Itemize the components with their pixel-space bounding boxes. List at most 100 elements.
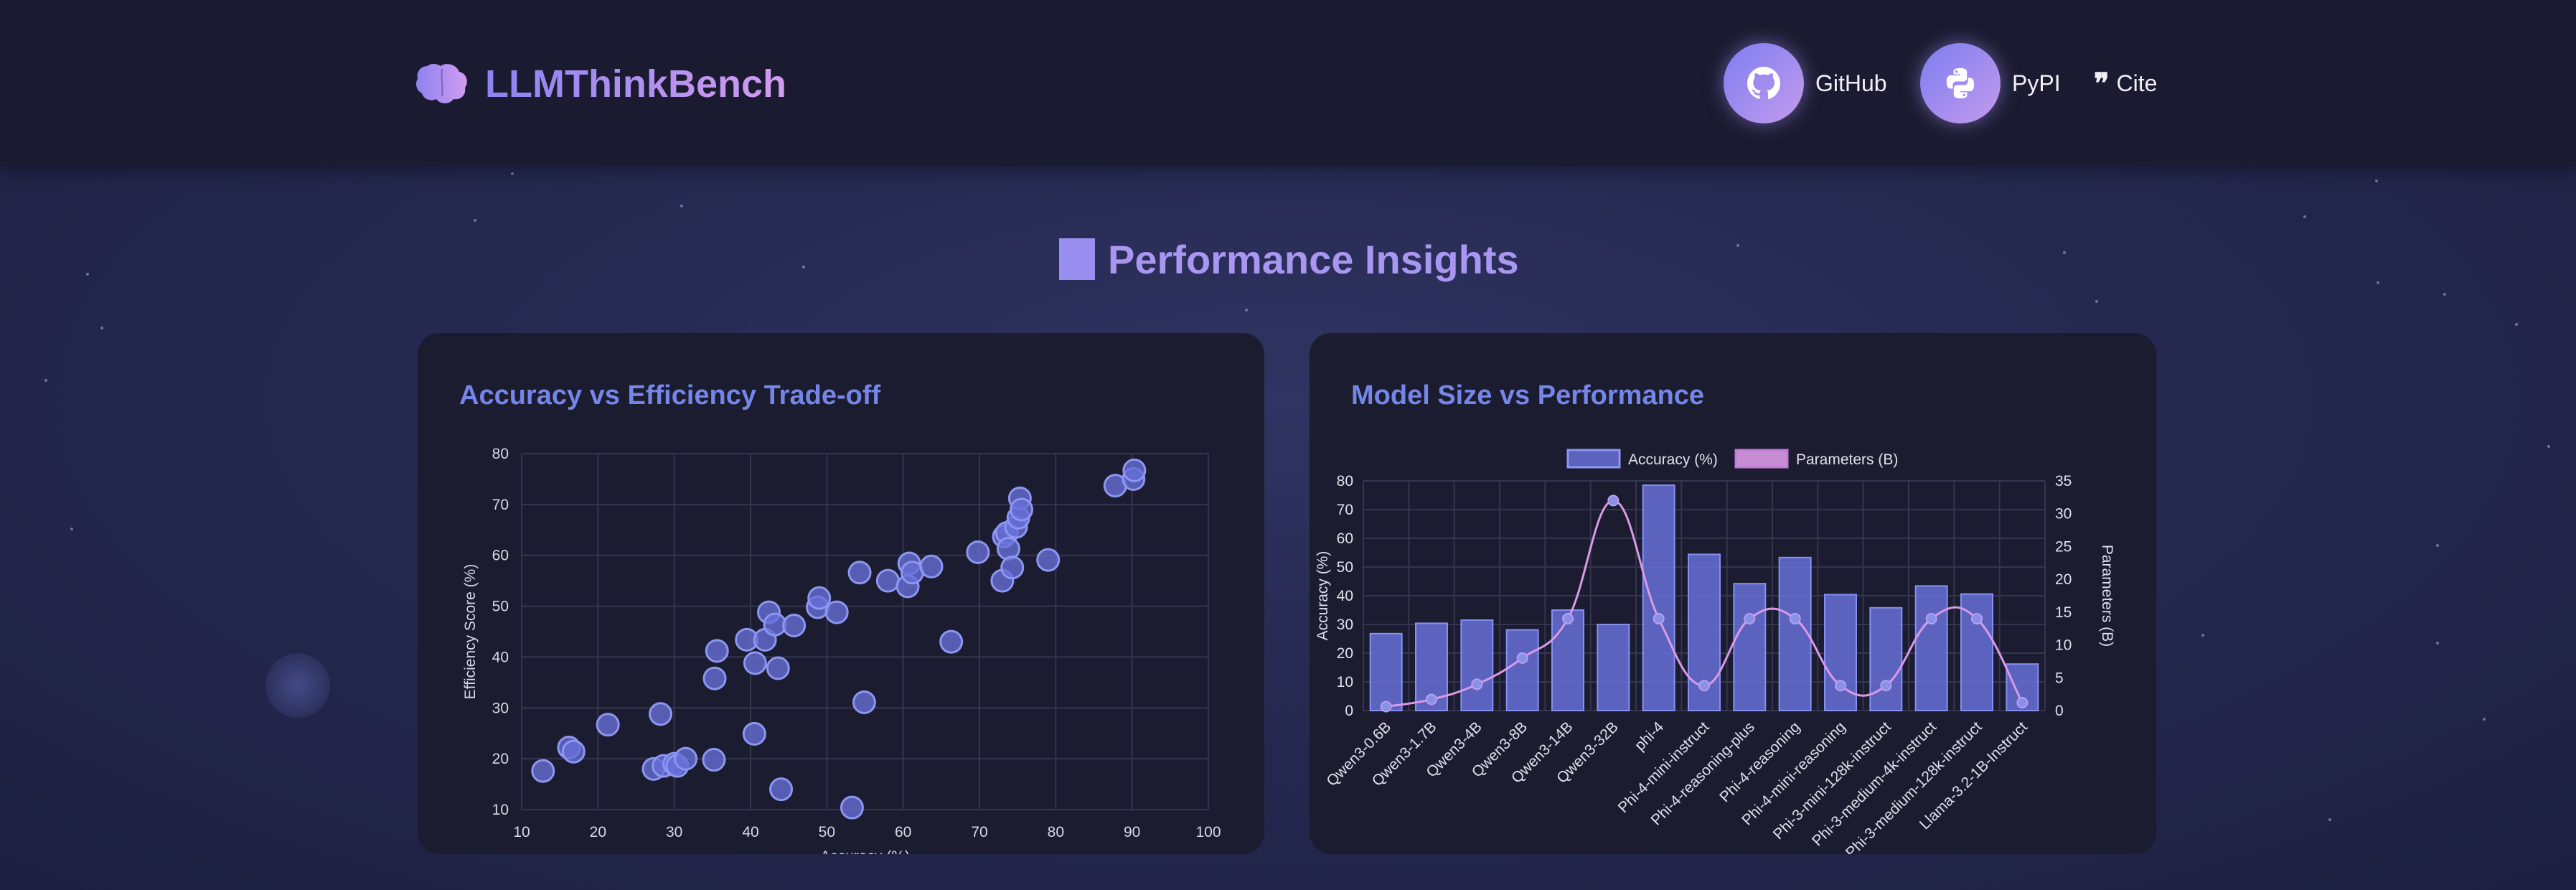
top-navigation-bar: LLMThinkBench GitHub PyPI ❞ Cite — [0, 0, 2576, 167]
bar-y2-tick-label: 0 — [2055, 703, 2064, 719]
bar-category-label: phi-4 — [1632, 718, 1668, 754]
scatter-point — [847, 561, 872, 585]
scatter-point — [996, 537, 1020, 561]
bar-y-axis-label: Accuracy (%) — [1315, 551, 1331, 641]
chart-bar-icon — [1059, 238, 1095, 280]
parameters-point — [1789, 613, 1801, 624]
scatter-x-tick-label: 40 — [742, 824, 758, 840]
bar-y-tick-label: 80 — [1337, 473, 1353, 490]
bar-y-tick-label: 30 — [1337, 617, 1353, 633]
scatter-x-tick-label: 90 — [1124, 824, 1140, 840]
scatter-x-tick-label: 50 — [819, 824, 835, 840]
brand[interactable]: LLMThinkBench — [415, 59, 786, 109]
scatter-point — [939, 629, 964, 654]
scatter-point — [1009, 497, 1033, 522]
bar-y-tick-label: 10 — [1337, 674, 1353, 690]
parameters-point — [1471, 678, 1483, 690]
parameters-line — [1386, 499, 2023, 708]
scatter-point — [561, 739, 586, 764]
scatter-point — [769, 777, 794, 802]
scatter-x-tick-label: 20 — [590, 824, 606, 840]
bar-y-tick-label: 60 — [1337, 530, 1353, 547]
scatter-point — [824, 600, 849, 624]
nav-pypi-link[interactable]: PyPI — [1920, 43, 2061, 123]
legend-swatch — [1734, 449, 1789, 469]
python-icon — [1946, 67, 1975, 99]
scatter-point — [919, 554, 944, 578]
bar-y2-tick-label: 35 — [2055, 473, 2072, 490]
parameters-point — [1698, 680, 1710, 692]
parameters-point — [1380, 701, 1392, 713]
bar-y2-tick-label: 10 — [2055, 637, 2072, 654]
parameters-point — [1653, 613, 1665, 624]
brain-icon — [416, 64, 467, 103]
scatter-point — [766, 656, 790, 680]
section-title: Performance Insights — [1108, 236, 1519, 282]
bar-y2-tick-label: 30 — [2055, 506, 2072, 523]
brand-title: LLMThinkBench — [485, 62, 786, 106]
scatter-y-tick-label: 30 — [492, 700, 509, 716]
scatter-point — [531, 759, 555, 783]
nav-cite-link[interactable]: ❞ Cite — [2094, 43, 2157, 123]
parameters-point — [1925, 613, 1937, 624]
bar-y2-axis-label: Parameters (B) — [2099, 545, 2115, 647]
scatter-point — [742, 721, 766, 746]
accuracy-bar — [1778, 556, 1812, 711]
scatter-point — [875, 568, 900, 593]
section-heading: Performance Insights — [1059, 236, 1519, 282]
parameters-point — [1971, 613, 1983, 624]
scatter-chart-title: Accuracy vs Efficiency Trade-off — [459, 380, 881, 411]
model-size-performance-card: Model Size vs Performance 0 10 20 30 40 50 60 7… — [1310, 333, 2156, 854]
scatter-point — [596, 713, 620, 737]
bar-y2-tick-label: 25 — [2055, 538, 2072, 555]
parameters-point — [1562, 613, 1574, 624]
accuracy-bar — [1505, 629, 1539, 712]
bar-y2-tick-label: 5 — [2055, 670, 2064, 686]
scatter-point — [840, 795, 864, 820]
accuracy-bar — [1460, 619, 1494, 711]
parameters-point — [1516, 652, 1528, 664]
accuracy-bar — [1597, 624, 1630, 711]
scatter-y-tick-label: 40 — [492, 649, 509, 665]
bar-category-label: Phi-4-reasoning — [1716, 718, 1803, 805]
scatter-x-tick-label: 100 — [1195, 824, 1221, 840]
bar-y-tick-label: 20 — [1337, 645, 1353, 662]
parameters-point — [1426, 693, 1437, 706]
parameters-point — [2016, 697, 2029, 709]
bar-y-tick-label: 50 — [1337, 559, 1353, 576]
parameters-point — [1607, 495, 1620, 507]
scatter-x-tick-label: 70 — [971, 824, 987, 840]
accuracy-bar — [1369, 632, 1403, 711]
legend-label: Parameters (B) — [1796, 451, 1898, 468]
bar-y-tick-label: 70 — [1337, 502, 1353, 518]
scatter-y-tick-label: 70 — [492, 497, 509, 513]
scatter-point — [674, 746, 698, 771]
github-icon — [1747, 67, 1781, 100]
github-button[interactable] — [1724, 43, 1804, 123]
accuracy-efficiency-card: Accuracy vs Efficiency Trade-off 10 20 30 4… — [418, 333, 1264, 854]
pypi-button[interactable] — [1920, 43, 2001, 123]
bar-y2-tick-label: 15 — [2055, 604, 2072, 621]
scatter-point — [702, 748, 726, 772]
scatter-point — [702, 666, 727, 690]
scatter-point — [966, 540, 990, 564]
accuracy-bar — [1642, 484, 1675, 711]
scatter-point — [852, 690, 876, 714]
bar-y-tick-label: 0 — [1345, 703, 1353, 719]
scatter-point — [705, 639, 729, 663]
parameters-point — [1880, 680, 1892, 692]
github-label: GitHub — [1815, 70, 1887, 96]
scatter-point — [743, 651, 767, 675]
scatter-y-tick-label: 10 — [492, 802, 509, 818]
scatter-point — [649, 702, 673, 726]
nav-github-link[interactable]: GitHub — [1724, 43, 1887, 123]
bar-line-chart: 0 10 20 30 40 50 60 70 80 0 5 10 15 20 25 30 35 Accuracy … — [1315, 449, 2115, 854]
parameters-point — [1744, 613, 1756, 624]
scatter-chart: 10 20 30 40 50 60 70 80 90 100 10 20 30 40 50 60 70 80 Acc… — [462, 446, 1221, 854]
parameters-point — [1835, 680, 1846, 692]
quote-icon: ❞ — [2094, 66, 2110, 100]
scatter-x-tick-label: 10 — [513, 824, 530, 840]
scatter-y-axis-label: Efficiency Score (%) — [462, 564, 479, 700]
scatter-x-tick-label: 80 — [1048, 824, 1064, 840]
accuracy-bar — [2006, 663, 2039, 712]
